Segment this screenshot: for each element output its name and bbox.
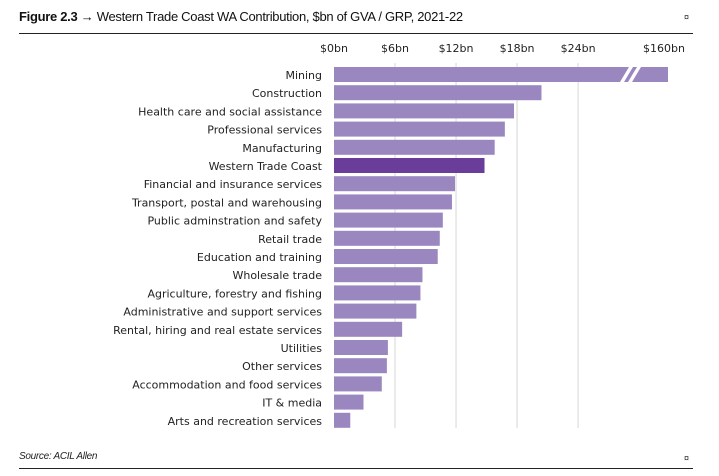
bar: [334, 85, 542, 101]
bar: [334, 394, 364, 410]
bar: [334, 194, 452, 210]
category-label: Retail trade: [258, 233, 322, 246]
bar: [334, 249, 438, 264]
source-note: Source: ACIL Allen: [19, 451, 98, 462]
bar: [334, 212, 443, 228]
category-label: Transport, postal and warehousing: [131, 196, 322, 209]
x-tick-label: $6bn: [381, 42, 409, 55]
category-label: Public adminstration and safety: [147, 215, 322, 228]
x-tick-label: $0bn: [320, 42, 348, 55]
category-label: Manufacturing: [242, 142, 322, 155]
bar: [334, 158, 485, 173]
bottom-rule: [19, 468, 693, 469]
figure-title: Figure 2.3 → Western Trade Coast WA Cont…: [19, 9, 463, 24]
axis-break-mark: [628, 67, 641, 82]
category-label: Financial and insurance services: [144, 178, 323, 191]
category-label: Accommodation and food services: [132, 378, 322, 391]
x-tick-label: $24bn: [561, 42, 596, 55]
x-tick-label: $18bn: [500, 42, 535, 55]
bar: [334, 321, 403, 337]
bar: [334, 230, 440, 246]
category-label: Arts and recreation services: [168, 415, 323, 428]
bar: [334, 358, 387, 374]
category-label: IT & media: [262, 397, 322, 410]
bar: [334, 103, 515, 119]
end-of-cell-mark: ¤: [683, 12, 689, 22]
category-label: Agriculture, forestry and fishing: [147, 287, 322, 300]
category-label: Western Trade Coast: [209, 160, 323, 173]
title-rule: [19, 33, 693, 34]
bar: [334, 303, 417, 319]
bar: [334, 67, 668, 82]
x-tick-label: $160bn: [643, 42, 685, 55]
category-label: Administrative and support services: [123, 306, 322, 319]
category-label: Education and training: [197, 251, 322, 264]
bar: [334, 412, 351, 428]
bar: [334, 176, 456, 192]
category-label: Health care and social assistance: [138, 105, 322, 118]
bar: [334, 139, 495, 155]
bar: [334, 340, 388, 355]
category-label: Professional services: [207, 124, 322, 137]
arrow-icon: →: [80, 9, 94, 24]
end-of-cell-mark: ¤: [683, 453, 689, 463]
category-label: Utilities: [281, 342, 323, 355]
category-label: Rental, hiring and real estate services: [113, 324, 322, 337]
category-label: Other services: [242, 360, 322, 373]
bar: [334, 267, 423, 283]
bar: [334, 285, 421, 301]
category-label: Wholesale trade: [232, 269, 322, 282]
axis-break-mark: [620, 67, 633, 82]
bar: [334, 121, 505, 137]
category-label: Mining: [285, 69, 322, 82]
figure-caption: Western Trade Coast WA Contribution, $bn…: [96, 9, 463, 24]
figure-number: Figure 2.3: [19, 9, 78, 24]
bar: [334, 376, 382, 392]
x-tick-label: $12bn: [439, 42, 474, 55]
category-label: Construction: [252, 87, 322, 100]
